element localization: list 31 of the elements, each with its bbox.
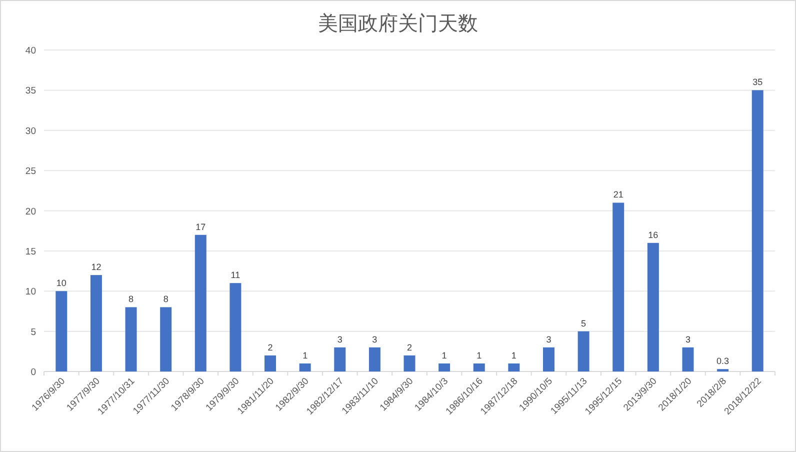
y-tick-label: 20 [25,206,36,218]
data-label: 1 [476,350,482,360]
data-label: 1 [442,350,447,360]
title: 美国政府关门天数 [318,13,478,35]
data-label: 8 [128,294,134,304]
y-tick-label: 0 [30,367,36,378]
data-label: 3 [546,334,552,344]
data-label: 3 [372,334,378,344]
data-label: 10 [56,278,66,288]
y-tick-label: 10 [25,286,36,298]
data-label: 2 [268,342,273,352]
data-label: 8 [163,294,168,304]
y-tick-label: 40 [25,46,36,56]
y-tick-label: 35 [25,86,36,97]
y-tick-label: 15 [25,246,36,258]
data-label: 21 [613,190,624,200]
data-label: 3 [337,334,342,344]
data-label: 5 [581,318,586,328]
data-label: 3 [685,334,690,344]
data-label: 35 [752,77,763,88]
data-label: 1 [511,350,516,360]
data-label: 1 [302,350,308,360]
data-label: 2 [407,342,412,352]
data-label: 17 [196,222,206,232]
data-label: 12 [91,262,102,272]
y-tick-label: 30 [25,126,36,137]
y-tick-label: 25 [25,166,36,178]
data-label: 11 [230,270,240,280]
y-tick-label: 5 [30,326,36,338]
data-label: 0.3 [716,356,730,366]
data-label: 16 [648,230,658,240]
